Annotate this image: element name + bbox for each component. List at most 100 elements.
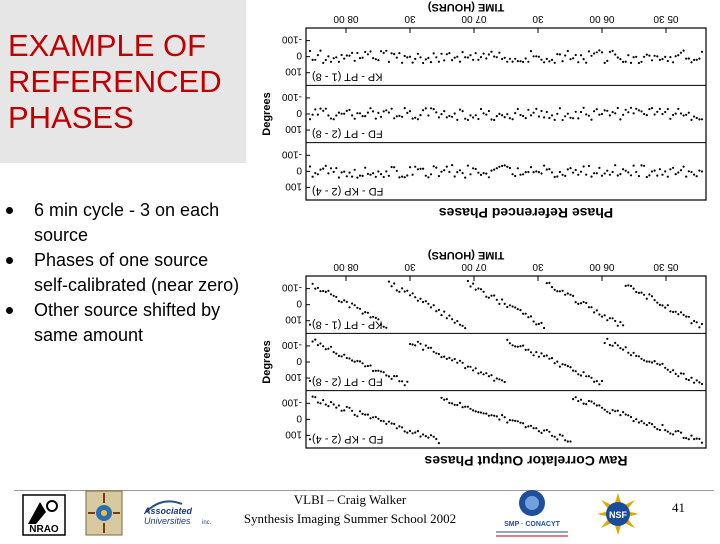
top-plot-data-point (443, 110, 446, 113)
bottom-plot-data-point (511, 305, 514, 308)
top-plot-data-point (532, 111, 535, 114)
top-plot-data-point (516, 107, 519, 111)
bottom-plot-data-point (427, 346, 430, 349)
bottom-plot-data-point (682, 372, 685, 375)
top-plot-data-point (511, 60, 514, 63)
bottom-plot-data-point (356, 306, 359, 309)
bottom-plot-data-point (408, 429, 412, 433)
top-plot-data-point (619, 58, 622, 61)
bottom-plot-data-point (395, 375, 398, 378)
top-plot-data-point (600, 112, 604, 116)
bottom-plot-data-point (314, 287, 317, 290)
bottom-plot-data-point (432, 304, 435, 307)
top-plot-data-point (461, 172, 464, 175)
bottom-plot-data-point (366, 311, 369, 314)
top-plot-data-point (593, 110, 596, 113)
top-plot-data-point (335, 167, 338, 170)
top-plot-y-tick: 100 (285, 66, 302, 77)
bottom-plot-data-point (427, 436, 430, 439)
bottom-plot-data-point (653, 299, 656, 302)
conacyt-logo: SMP · CONACYT (492, 487, 572, 539)
top-plot-data-point (653, 169, 656, 172)
top-plot-data-point (529, 114, 533, 117)
top-plot-data-point (414, 165, 417, 168)
top-plot-data-point (650, 170, 654, 173)
top-plot-data-point (685, 57, 688, 60)
bottom-plot-data-point (358, 360, 362, 363)
bottom-plot-data-point (658, 363, 661, 366)
top-plot-data-point (393, 53, 396, 56)
bottom-plot-data-point (443, 310, 446, 313)
top-plot-data-point (587, 164, 590, 168)
top-plot-data-point (569, 58, 572, 61)
aui-logo-line1: Associated (143, 506, 193, 516)
bottom-plot-data-point (458, 401, 462, 404)
bottom-plot-data-point (524, 312, 527, 315)
top-plot-data-point (700, 50, 704, 53)
bottom-plot-data-point (485, 372, 488, 375)
bottom-plot-data-point (579, 374, 583, 377)
bottom-plot-data-point (335, 352, 338, 355)
top-plot-data-point (322, 61, 325, 64)
top-plot-data-point (385, 170, 388, 173)
bottom-plot-data-point (529, 315, 533, 318)
top-plot-data-point (603, 109, 606, 112)
top-plot-data-point (327, 55, 330, 58)
bottom-plot-data-point (429, 306, 433, 309)
top-plot-data-point (474, 114, 477, 117)
top-plot-data-point (453, 56, 456, 59)
top-plot-data-point (527, 170, 530, 174)
top-plot-data-point (514, 174, 517, 178)
top-plot-data-point (508, 166, 511, 170)
top-plot-data-point (690, 170, 693, 174)
bottom-plot-data-point (664, 366, 667, 369)
top-plot-data-point (482, 172, 485, 175)
bottom-plot-data-point (622, 411, 625, 414)
top-plot-data-point (398, 176, 401, 179)
bottom-plot-data-point (550, 357, 554, 360)
bottom-plot-data-point (451, 359, 454, 362)
bottom-plot-y-tick: -100 (282, 282, 302, 293)
bottom-plot-data-point (348, 306, 351, 309)
nrao-logo: NRAO (22, 494, 66, 536)
top-plot-data-point (535, 55, 538, 58)
bullet-item: Other source shifted by same amount (6, 298, 246, 348)
bottom-plot-data-point (364, 311, 367, 314)
bottom-plot-data-point (343, 409, 346, 412)
top-plot-data-point (664, 170, 667, 173)
top-plot-data-point (603, 61, 606, 64)
top-plot-data-point (311, 113, 314, 116)
bottom-plot-data-point (422, 300, 425, 304)
bottom-plot-data-point (556, 438, 559, 441)
top-plot-data-point (629, 106, 633, 109)
top-plot-data-point (343, 57, 346, 60)
bottom-plot-data-point (550, 286, 554, 289)
top-plot-x-tick: 30 (404, 13, 416, 24)
top-plot-data-point (374, 175, 377, 178)
bottom-plot-data-point (669, 310, 672, 313)
top-plot-data-point (416, 118, 419, 121)
top-plot-data-point (411, 117, 414, 120)
top-plot-data-point (319, 168, 322, 171)
bottom-plot-data-point (398, 425, 401, 428)
top-plot-data-point (390, 107, 393, 110)
bottom-plot-data-point (495, 377, 498, 380)
top-plot-data-point (674, 173, 677, 176)
top-plot-data-point (466, 164, 469, 167)
top-plot-data-point (635, 107, 638, 110)
top-plot-data-point (443, 169, 446, 172)
top-plot-data-point (495, 115, 498, 118)
top-plot-data-point (408, 55, 412, 58)
bottom-plot-data-point (693, 381, 696, 384)
nsf-logo-text: NSF (609, 510, 628, 520)
bottom-plot-data-point (340, 301, 343, 304)
top-plot-data-point (319, 107, 322, 110)
bottom-plot-data-point (572, 398, 575, 401)
top-plot-data-point (424, 174, 427, 177)
top-plot-frame (305, 27, 707, 201)
bottom-plot-data-point (587, 399, 590, 403)
top-plot-data-point (414, 116, 417, 119)
bottom-plot-data-point (319, 290, 322, 293)
bottom-plot-data-point (435, 310, 438, 313)
bottom-plot-data-point (461, 361, 464, 364)
